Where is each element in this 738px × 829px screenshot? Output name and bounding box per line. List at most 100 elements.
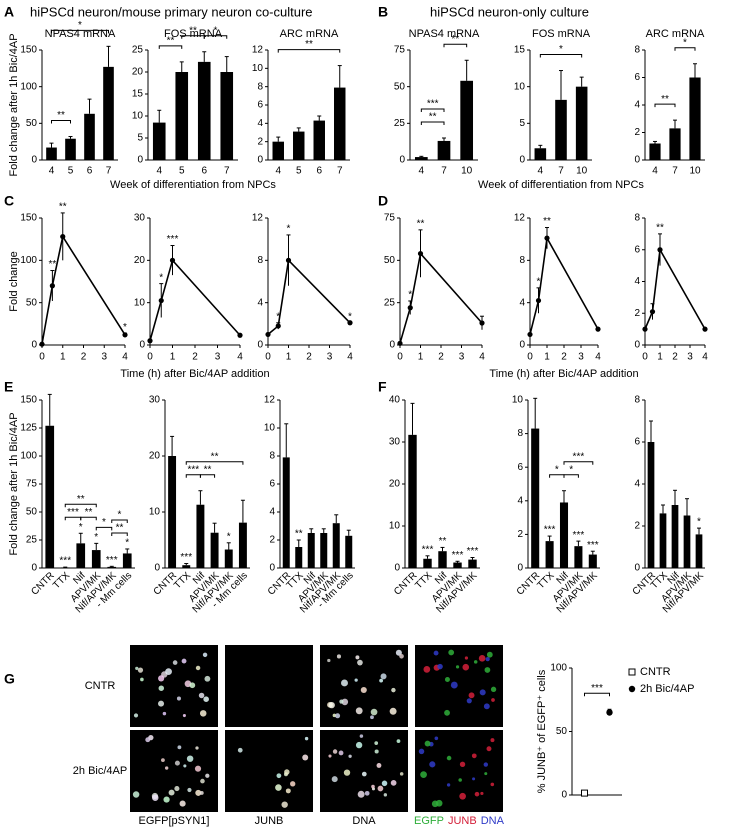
x-tick-label: 4 [479,352,485,363]
significance-label: * [102,517,106,528]
y-tick-label: 150 [20,395,37,406]
significance-label: *** [427,99,439,110]
panel-heading: hiPSCd neuron-only culture [430,4,589,19]
significance-label: ** [305,39,313,50]
significance-label: ** [211,451,219,462]
cell [483,703,490,710]
merge-channel: EGFP [414,815,444,827]
cell [490,738,495,743]
bar [671,505,679,568]
cell [370,708,378,716]
x-tick-label: 0 [642,352,648,363]
x-tick-label: 6 [201,166,207,177]
significance-label: * [287,224,291,235]
x-tick-label: 2 [438,352,444,363]
significance-bracket [420,108,445,112]
y-tick-label: 6 [634,437,640,448]
x-tick-label: TTX [535,570,556,591]
y-tick-label: 25 [394,118,406,129]
cell [424,740,431,747]
significance-label: ** [116,523,124,534]
cell [179,800,186,807]
significance-label: * [118,510,122,521]
bar [168,456,177,568]
point [169,257,176,263]
cell [479,689,486,696]
point [649,309,656,315]
bar [46,147,57,160]
cell [132,791,140,798]
significance-label: * [555,464,559,475]
point [49,283,55,289]
significance-label: * [537,276,541,287]
bar [238,522,247,568]
point [479,320,485,326]
cell [446,783,451,787]
y-tick-label: 4 [257,118,263,129]
cell [183,764,187,768]
bar [659,513,667,568]
cell [371,784,375,789]
bar [272,141,284,160]
cell [302,754,309,761]
cell [420,771,427,778]
significance-label: * [569,464,573,475]
significance-label: *** [573,530,585,541]
cell [355,741,363,749]
y-tick-label: 0 [269,563,275,574]
chart-title: FOS mRNA [164,28,223,40]
cell [399,653,404,659]
x-tick-label: 7 [558,166,564,177]
bar [60,567,70,569]
y-tick-label: 8 [269,451,275,462]
y-tick-label: 15 [514,45,526,56]
y-tick-label: 8 [634,45,640,56]
cell [162,711,167,716]
cell [370,715,374,720]
x-tick-label: 0 [265,352,271,363]
y-tick-label: 100 [20,81,37,92]
significance-bracket [51,120,71,124]
significance-label: *** [544,525,556,536]
micrograph [225,730,313,812]
point [581,789,588,797]
cell [335,713,341,719]
y-tick-label: 4 [634,479,640,490]
y-tick-label: 100 [20,255,37,266]
x-tick-label: 1 [657,352,663,363]
cell [339,699,344,704]
y-axis-label: Fold change after 1h Bic/4AP [8,33,20,176]
point [60,234,66,240]
y-tick-label: 6 [517,462,523,473]
y-tick-label: 50 [556,726,568,737]
y-tick-label: 10 [132,111,144,122]
cell [355,655,360,660]
y-tick-label: 50 [384,255,396,266]
cell [187,787,192,793]
bar [293,131,305,160]
y-tick-label: 20 [134,255,146,266]
significance-label: * [697,517,701,528]
y-tick-label: 4 [634,100,640,111]
cell [195,789,202,796]
y-tick-label: 30 [149,395,161,406]
y-tick-label: 25 [132,45,144,56]
bar [103,66,114,160]
x-tick-label: TTX [413,570,434,591]
significance-bracket [563,461,594,465]
significance-label: *** [187,464,199,475]
cell [433,650,439,656]
y-tick-label: 50 [26,118,38,129]
micrograph [225,645,313,727]
bar [295,547,303,568]
cell [133,713,139,718]
cell [199,791,204,795]
cell [418,748,425,755]
y-tick-label: 25 [384,297,396,308]
significance-label: * [78,20,82,31]
cell [360,686,367,694]
point [39,341,45,347]
significance-label: *** [167,234,179,245]
